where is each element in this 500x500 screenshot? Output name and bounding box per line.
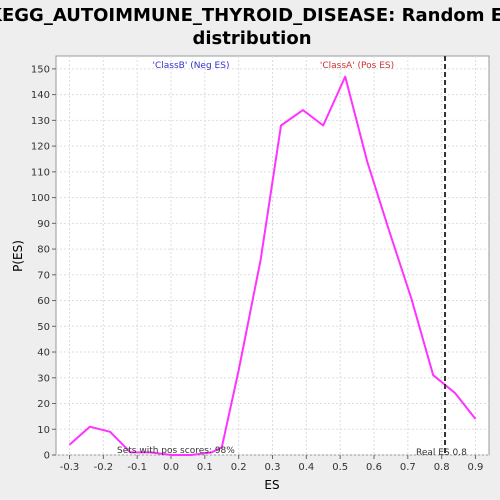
y-axis-ticks: 0 10 20 30 40 50 60 70 80 90 100 110 120 130 140 150 xyxy=(31,64,56,462)
chart-title-line1: KEGG_AUTOIMMUNE_THYROID_DISEASE: Random … xyxy=(0,5,500,26)
y-tick-label: 0 xyxy=(44,451,50,462)
y-tick-label: 80 xyxy=(37,245,50,256)
y-tick-label: 130 xyxy=(31,116,50,127)
sets-pos-label: Sets with pos scores: 98% xyxy=(117,446,235,456)
class-b-label: 'ClassB' (Neg ES) xyxy=(153,61,230,71)
x-tick-label: 0.4 xyxy=(298,462,314,473)
class-a-label: 'ClassA' (Pos ES) xyxy=(320,61,394,71)
series-line xyxy=(68,75,477,456)
x-tick-label: 0.3 xyxy=(265,462,281,473)
y-tick-label: 110 xyxy=(31,167,50,178)
y-tick-label: 70 xyxy=(37,270,50,281)
x-tick-label: 0.7 xyxy=(400,462,416,473)
y-tick-label: 100 xyxy=(31,193,50,204)
x-tick-label: -0.2 xyxy=(94,462,114,473)
y-tick-label: 90 xyxy=(37,219,50,230)
y-tick-label: 60 xyxy=(37,296,50,307)
x-tick-label: 0.5 xyxy=(332,462,348,473)
y-tick-label: 50 xyxy=(37,322,50,333)
real-es-label: Real ES 0.8 xyxy=(416,448,467,458)
x-tick-label: 0.1 xyxy=(197,462,213,473)
y-tick-label: 40 xyxy=(37,348,50,359)
x-tick-label: 0.8 xyxy=(434,462,450,473)
y-tick-label: 140 xyxy=(31,90,50,101)
x-tick-label: -0.1 xyxy=(127,462,147,473)
plot-area xyxy=(55,55,490,456)
y-tick-label: 10 xyxy=(37,425,50,436)
x-axis-ticks: -0.3 -0.2 -0.1 0.0 0.1 0.2 0.3 0.4 0.5 0.6 0.7 0.8 0… xyxy=(60,455,484,473)
x-tick-label: 0.2 xyxy=(231,462,247,473)
x-axis-label: ES xyxy=(264,478,279,492)
y-tick-label: 20 xyxy=(37,399,50,410)
x-tick-label: -0.3 xyxy=(60,462,80,473)
series-group xyxy=(68,75,477,456)
y-tick-label: 30 xyxy=(37,373,50,384)
y-tick-label: 150 xyxy=(31,64,50,75)
y-axis-label: P(ES) xyxy=(11,240,25,272)
x-tick-label: 0.6 xyxy=(366,462,382,473)
x-tick-label: 0.0 xyxy=(163,462,179,473)
y-tick-label: 120 xyxy=(31,142,50,153)
x-tick-label: 0.9 xyxy=(468,462,484,473)
chart-title-line2: distribution xyxy=(192,28,311,49)
grid xyxy=(56,56,489,456)
